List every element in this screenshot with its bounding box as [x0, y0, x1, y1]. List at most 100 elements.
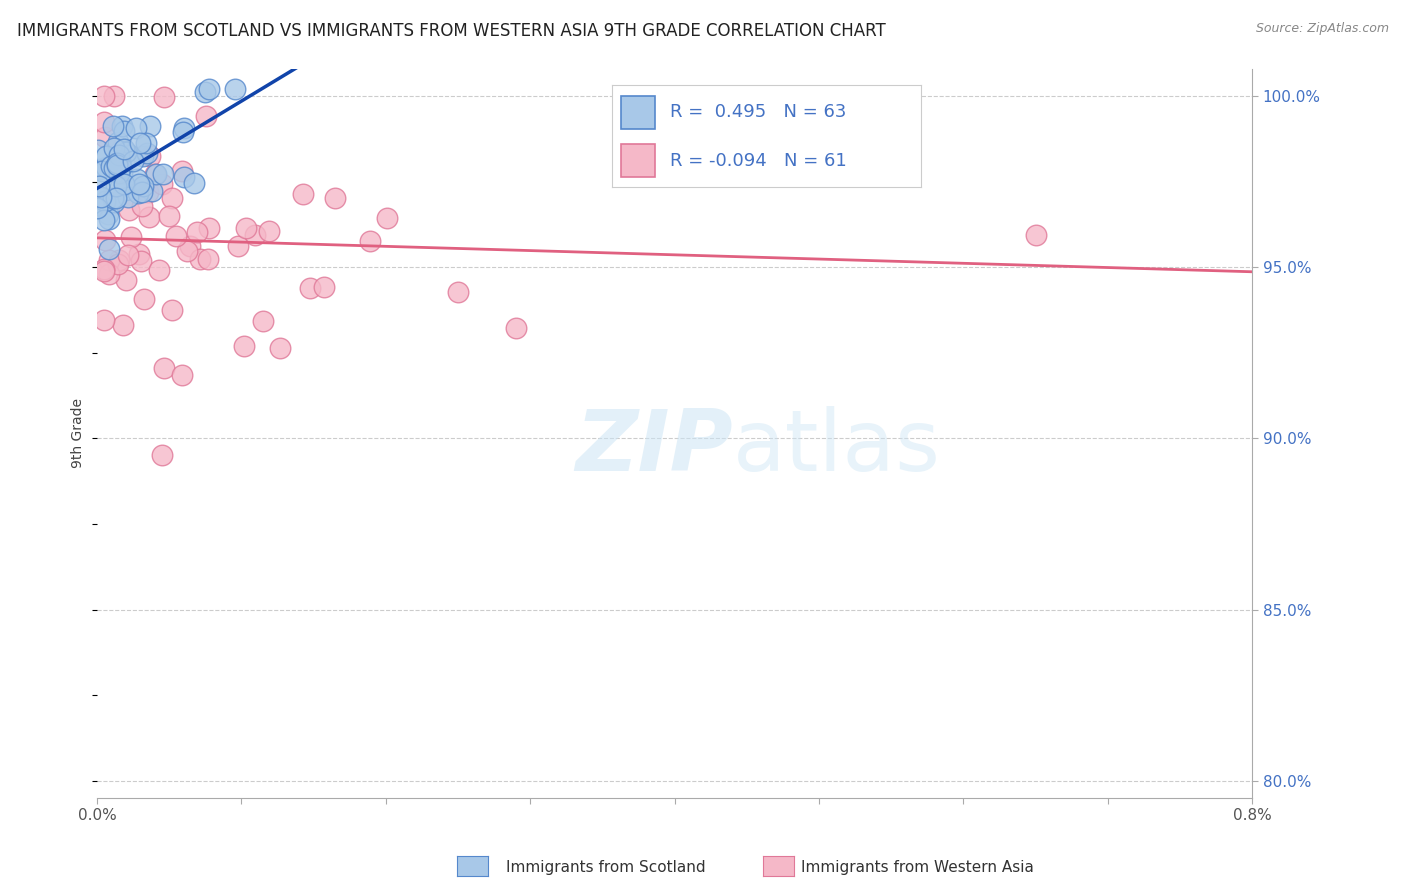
- Point: [114, 273, 136, 287]
- Point: [145, 167, 167, 181]
- Text: Source: ZipAtlas.com: Source: ZipAtlas.com: [1256, 22, 1389, 36]
- Point: [93, 115, 115, 129]
- Point: [94, 194, 117, 208]
- Point: [127, 186, 149, 201]
- Point: [94, 129, 117, 144]
- Point: [172, 125, 194, 139]
- Point: [103, 194, 125, 209]
- Point: [131, 199, 153, 213]
- Point: [162, 303, 184, 318]
- Point: [323, 191, 346, 205]
- Point: [125, 121, 148, 136]
- Point: [105, 179, 128, 194]
- Point: [132, 292, 155, 306]
- Point: [112, 142, 135, 156]
- Point: [298, 281, 321, 295]
- Point: [114, 145, 136, 159]
- Point: [103, 120, 125, 134]
- Point: [122, 153, 145, 168]
- Point: [505, 321, 527, 335]
- Point: [257, 225, 280, 239]
- Point: [245, 228, 267, 243]
- Point: [120, 148, 142, 162]
- Point: [108, 148, 131, 162]
- Point: [108, 166, 131, 180]
- Point: [150, 448, 173, 462]
- Point: [170, 164, 193, 178]
- Point: [128, 246, 150, 260]
- Point: [129, 136, 152, 150]
- Point: [152, 178, 174, 192]
- Point: [173, 170, 195, 185]
- Text: atlas: atlas: [733, 407, 941, 490]
- Point: [173, 121, 195, 136]
- Text: ZIP: ZIP: [575, 407, 733, 490]
- Point: [153, 90, 176, 104]
- Point: [93, 264, 115, 278]
- Point: [252, 313, 274, 327]
- Y-axis label: 9th Grade: 9th Grade: [72, 399, 86, 468]
- Point: [172, 368, 194, 382]
- Point: [93, 262, 115, 277]
- Point: [107, 135, 129, 149]
- Point: [105, 158, 128, 172]
- Point: [103, 89, 125, 103]
- FancyBboxPatch shape: [621, 145, 655, 177]
- Point: [86, 201, 108, 215]
- Point: [235, 221, 257, 235]
- Point: [132, 178, 155, 193]
- Point: [269, 341, 291, 355]
- Point: [98, 211, 121, 226]
- Point: [110, 179, 132, 194]
- Point: [186, 226, 208, 240]
- Point: [120, 230, 142, 244]
- Point: [108, 154, 131, 169]
- Point: [292, 187, 315, 202]
- Text: Immigrants from Scotland: Immigrants from Scotland: [506, 860, 706, 874]
- Point: [100, 159, 122, 173]
- Point: [91, 164, 114, 178]
- Point: [87, 144, 110, 158]
- Point: [117, 247, 139, 261]
- Point: [197, 252, 219, 267]
- Point: [101, 191, 124, 205]
- Point: [97, 242, 120, 256]
- Point: [233, 339, 256, 353]
- Point: [93, 213, 115, 227]
- Point: [107, 257, 129, 271]
- Point: [97, 267, 120, 281]
- Point: [89, 161, 111, 176]
- Point: [138, 185, 160, 199]
- Point: [157, 209, 180, 223]
- Point: [194, 86, 217, 100]
- Point: [188, 252, 211, 267]
- Point: [136, 146, 159, 161]
- Point: [131, 254, 153, 268]
- Point: [160, 191, 183, 205]
- Point: [152, 167, 174, 181]
- Point: [616, 156, 638, 170]
- Point: [90, 190, 112, 204]
- Point: [226, 238, 249, 252]
- Point: [131, 185, 153, 199]
- Point: [1025, 228, 1047, 243]
- Point: [112, 124, 135, 138]
- FancyBboxPatch shape: [621, 96, 655, 128]
- Point: [111, 119, 134, 133]
- Point: [111, 166, 134, 180]
- Point: [87, 178, 110, 193]
- Point: [132, 149, 155, 163]
- Point: [148, 263, 170, 277]
- Point: [94, 233, 117, 247]
- Point: [125, 172, 148, 186]
- Point: [105, 156, 128, 170]
- Point: [375, 211, 398, 225]
- Point: [359, 234, 381, 248]
- Point: [118, 202, 141, 217]
- Point: [165, 229, 187, 244]
- Point: [139, 119, 162, 133]
- Text: R =  0.495   N = 63: R = 0.495 N = 63: [671, 103, 846, 121]
- Point: [105, 191, 128, 205]
- Point: [112, 178, 135, 192]
- Point: [97, 207, 120, 221]
